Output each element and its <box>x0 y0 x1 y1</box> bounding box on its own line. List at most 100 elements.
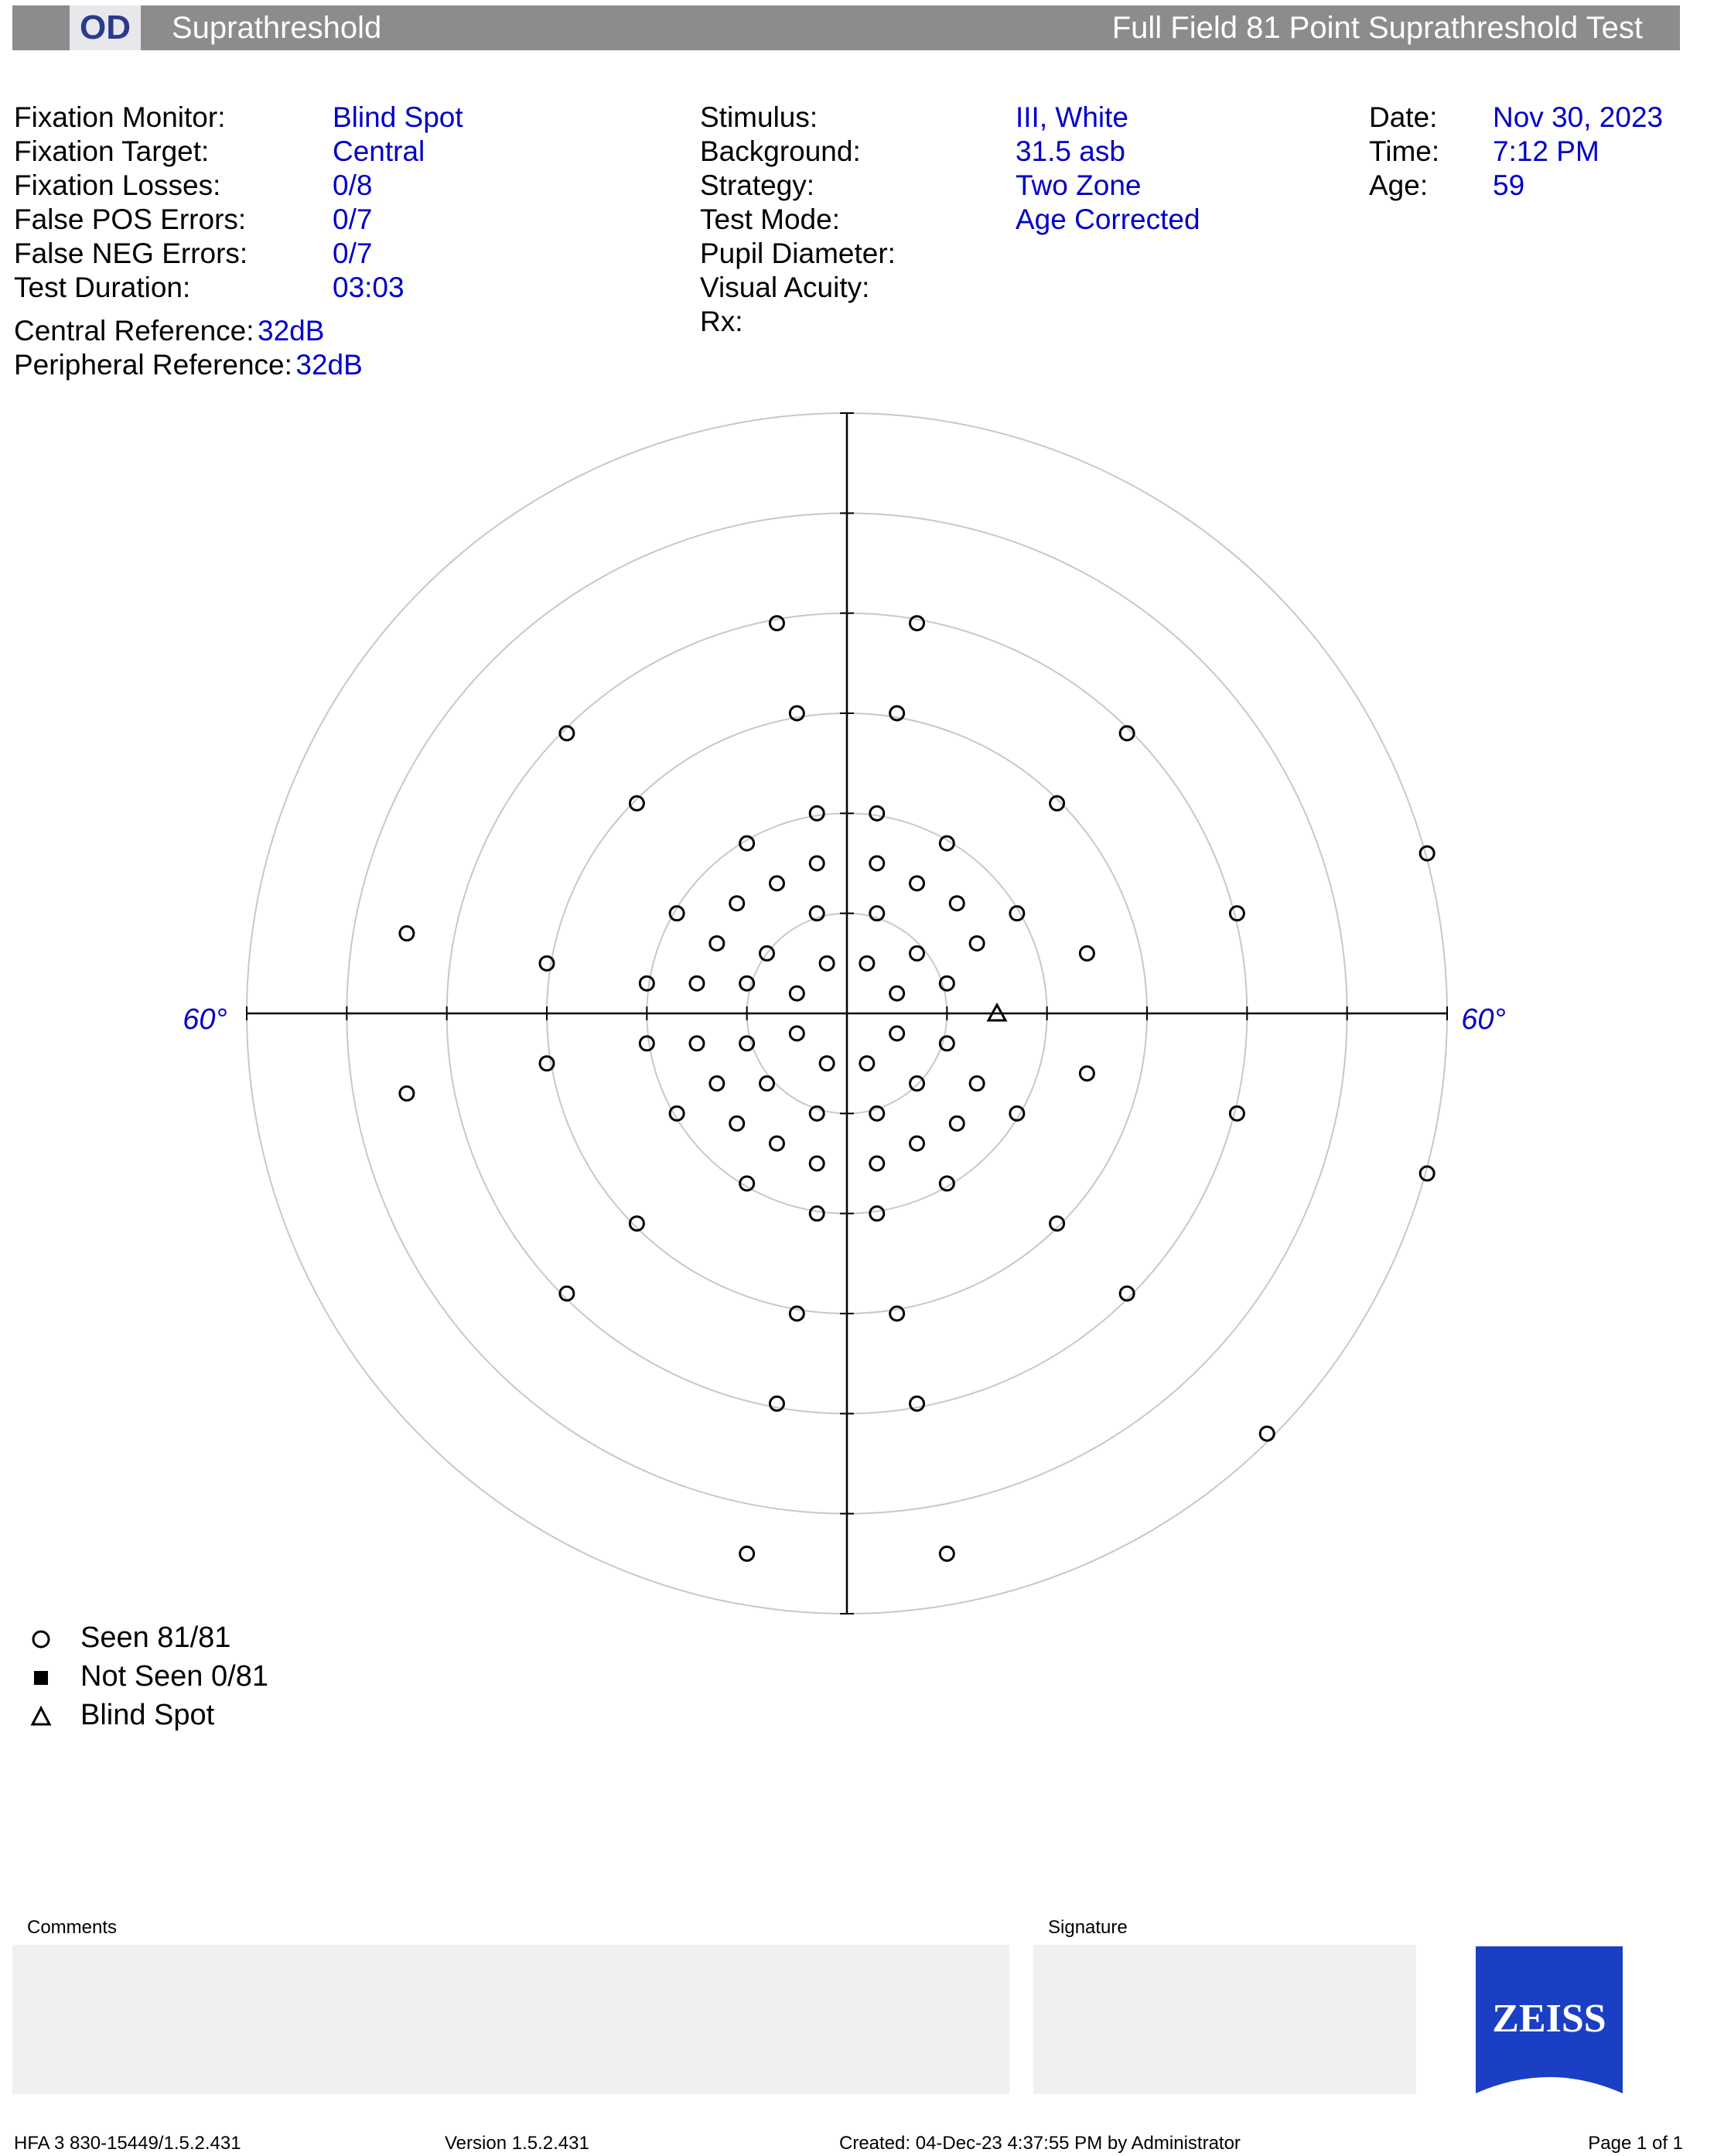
seen-point <box>948 1115 965 1132</box>
seen-point <box>768 615 785 632</box>
seen-point <box>909 1395 926 1412</box>
seen-point <box>1228 1105 1245 1122</box>
seen-point <box>668 905 685 922</box>
seen-point <box>909 945 926 962</box>
seen-point <box>538 1055 555 1072</box>
seen-point <box>889 1025 906 1042</box>
info-label: Stimulus: <box>700 101 818 133</box>
info-value: III, White <box>1016 101 1128 133</box>
seen-point <box>708 934 725 952</box>
seen-point <box>688 1035 705 1052</box>
seen-point <box>808 1155 825 1172</box>
info-label: Strategy: <box>700 169 815 201</box>
legend: Seen 81/81 Not Seen 0/81 Blind Spot <box>28 1618 268 1734</box>
seen-point <box>739 835 756 852</box>
seen-point <box>1049 1215 1066 1232</box>
footer-created: Created: 04-Dec-23 4:37:55 PM by Adminis… <box>839 2133 1241 2154</box>
peripheral-reference-value: 32dB <box>295 349 363 381</box>
seen-point <box>938 835 955 852</box>
seen-point <box>788 705 805 722</box>
seen-point <box>628 1215 645 1232</box>
visual-field-plot: 60° 60° <box>183 412 1506 1614</box>
footer-page: Page 1 of 1 <box>1588 2133 1683 2154</box>
info-value: Nov 30, 2023 <box>1493 101 1664 133</box>
footer-version: Version 1.5.2.431 <box>445 2133 589 2154</box>
seen-point <box>938 1035 955 1052</box>
info-label: Fixation Target: <box>14 135 210 167</box>
seen-point <box>909 1075 926 1092</box>
info-label: Age: <box>1369 169 1429 201</box>
seen-point <box>1118 725 1135 742</box>
seen-point <box>1078 945 1095 962</box>
blind-spot-marker <box>986 1002 1008 1022</box>
seen-point <box>968 1075 985 1092</box>
seen-point <box>398 925 415 942</box>
seen-point <box>788 1025 805 1042</box>
seen-point <box>938 1175 955 1192</box>
seen-point <box>808 855 825 872</box>
seen-point <box>729 1115 746 1132</box>
info-value: 31.5 asb <box>1016 135 1125 167</box>
seen-point <box>739 1035 756 1052</box>
seen-point <box>708 1075 725 1092</box>
test-name-title: Full Field 81 Point Suprathreshold Test <box>1111 11 1643 45</box>
peripheral-reference-label: Peripheral Reference: <box>14 349 292 381</box>
legend-label: Seen 81/81 <box>80 1621 231 1654</box>
seen-point <box>638 1035 655 1052</box>
legend-label: Not Seen 0/81 <box>80 1660 268 1693</box>
triangle-icon <box>30 1705 52 1726</box>
legend-item-not-seen: Not Seen 0/81 <box>28 1657 268 1696</box>
footer-device: HFA 3 830-15449/1.5.2.431 <box>14 2133 241 2154</box>
seen-point <box>909 875 926 892</box>
logo-text: ZEISS <box>1492 1997 1606 2041</box>
legend-item-blind-spot: Blind Spot <box>28 1696 268 1734</box>
seen-point <box>808 905 825 922</box>
seen-point <box>1078 1065 1095 1082</box>
info-value: Two Zone <box>1016 169 1142 201</box>
info-value: Central <box>333 135 425 167</box>
seen-point <box>558 725 575 742</box>
seen-point <box>948 895 965 912</box>
legend-item-seen: Seen 81/81 <box>28 1618 268 1657</box>
seen-point <box>538 955 555 972</box>
circle-icon <box>32 1630 50 1649</box>
axis-label-left: 60° <box>183 1003 227 1036</box>
seen-point <box>1009 905 1026 922</box>
test-points <box>398 615 1436 1562</box>
seen-point <box>1049 794 1066 811</box>
square-icon <box>34 1670 48 1685</box>
seen-point <box>668 1105 685 1122</box>
seen-point <box>808 805 825 822</box>
seen-point <box>909 615 926 632</box>
central-reference-label: Central Reference: <box>14 315 254 347</box>
info-label: Rx: <box>700 306 743 337</box>
info-value: 0/7 <box>333 237 373 269</box>
seen-point <box>889 705 906 722</box>
info-label: Time: <box>1369 135 1440 167</box>
seen-point <box>869 1155 886 1172</box>
seen-point <box>398 1085 415 1102</box>
seen-point <box>759 945 776 962</box>
seen-point <box>818 1055 835 1072</box>
seen-point <box>1228 905 1245 922</box>
seen-point <box>558 1285 575 1302</box>
info-value: 0/7 <box>333 203 373 235</box>
info-value: 03:03 <box>333 272 405 303</box>
seen-point <box>869 1205 886 1222</box>
references: Central Reference: 32dB Peripheral Refer… <box>14 314 363 382</box>
header-bar <box>12 5 1680 50</box>
info-label: Fixation Monitor: <box>14 101 226 133</box>
seen-point <box>759 1075 776 1092</box>
info-value: 0/8 <box>333 169 373 201</box>
info-value: Age Corrected <box>1016 203 1200 235</box>
seen-point <box>889 985 906 1002</box>
seen-point <box>859 955 876 972</box>
info-label: Visual Acuity: <box>700 272 870 303</box>
info-value: 59 <box>1493 169 1525 201</box>
seen-point <box>818 955 835 972</box>
seen-point <box>1009 1105 1026 1122</box>
eye-badge: OD <box>70 5 141 50</box>
info-value: Blind Spot <box>333 101 463 133</box>
seen-point <box>859 1055 876 1072</box>
seen-point <box>889 1305 906 1322</box>
